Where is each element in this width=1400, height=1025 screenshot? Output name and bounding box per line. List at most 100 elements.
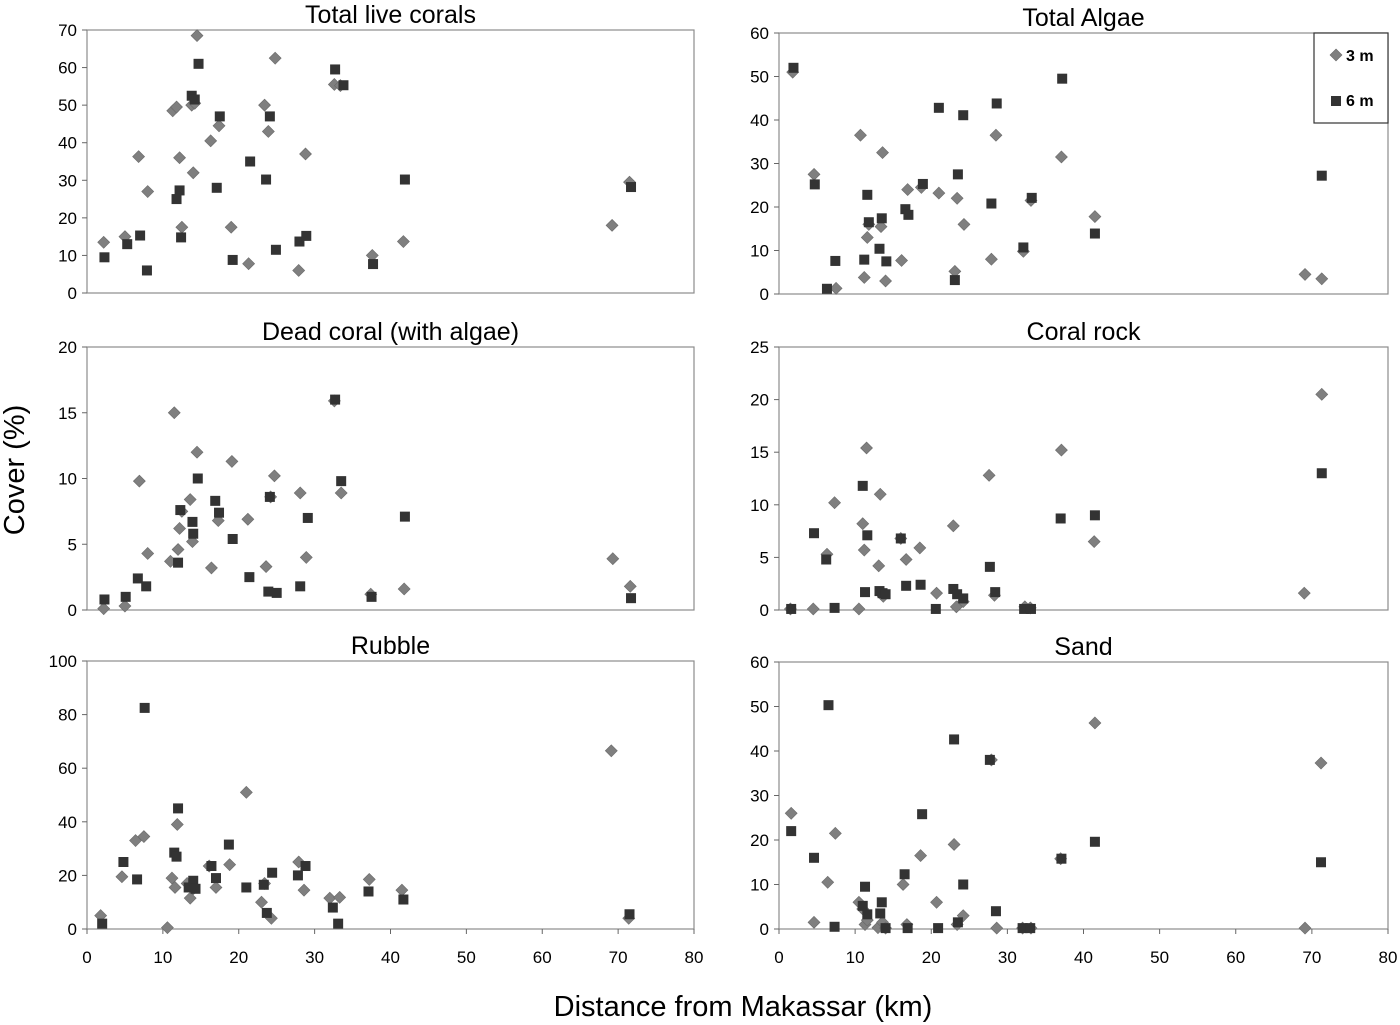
data-point-3m [168, 881, 182, 894]
plot-area-dead-coral [86, 346, 695, 611]
data-point-6m [263, 586, 274, 597]
y-tick-label: 10 [750, 876, 769, 895]
data-point-6m [823, 700, 834, 711]
data-point-6m [859, 254, 870, 265]
data-point-3m [334, 486, 348, 500]
data-point-3m [860, 441, 873, 455]
data-point-6m [267, 867, 278, 878]
data-point-6m [952, 589, 963, 600]
y-tick-label: 80 [58, 706, 77, 725]
data-point-6m [626, 593, 637, 604]
y-tick-label: 40 [58, 813, 77, 832]
data-point-6m [258, 879, 269, 890]
y-tick-label: 40 [750, 111, 769, 130]
y-tick-label: 40 [750, 742, 769, 761]
y-tick-label: 100 [49, 652, 77, 671]
y-tick-label: 15 [750, 443, 769, 462]
data-point-6m [399, 511, 410, 522]
data-point-6m [809, 852, 820, 863]
y-tick-label: 30 [750, 787, 769, 806]
data-point-3m [606, 552, 620, 566]
data-point-6m [141, 581, 152, 592]
panel-coral-rock: Coral rock 0 5 10 15 20 25 [750, 318, 1389, 620]
data-point-6m [327, 902, 338, 913]
data-point-6m [990, 906, 1001, 917]
data-point-6m [862, 530, 873, 541]
legend-box [1313, 32, 1389, 124]
data-point-6m [991, 98, 1002, 109]
data-point-6m [132, 874, 143, 885]
data-point-6m [903, 209, 914, 220]
x-tick-label: 20 [922, 948, 941, 967]
x-tick-label: 50 [457, 948, 476, 967]
data-point-3m [1054, 443, 1068, 457]
data-point-3m [299, 147, 312, 161]
data-point-6m [173, 557, 184, 568]
data-point-6m [174, 185, 185, 196]
data-point-3m [261, 125, 275, 138]
y-tick-label: 20 [58, 866, 77, 885]
data-point-3m [268, 51, 282, 65]
data-point-3m [1314, 756, 1328, 770]
y-tick-label: 40 [58, 134, 77, 153]
data-point-6m [1025, 923, 1036, 934]
data-point-3m [292, 264, 306, 277]
data-point-3m [1315, 387, 1329, 401]
data-point-3m [297, 883, 311, 897]
data-point-3m [857, 271, 871, 284]
data-point-3m [984, 252, 998, 266]
x-tick-label: 70 [609, 948, 628, 967]
data-point-6m [301, 230, 312, 241]
plot-area-sand [778, 661, 1389, 930]
data-point-6m [1018, 242, 1029, 253]
data-point-3m [267, 469, 281, 483]
series-3m-coral-rock [783, 387, 1329, 616]
y-tick-label: 50 [750, 698, 769, 717]
y-tick-label: 0 [68, 920, 77, 939]
data-point-3m [132, 150, 146, 164]
data-point-6m [118, 857, 129, 867]
data-point-3m [1297, 586, 1311, 600]
data-point-6m [876, 897, 887, 908]
data-point-3m [857, 543, 871, 557]
y-tick-label: 0 [760, 601, 769, 620]
data-point-6m [188, 875, 199, 886]
data-point-6m [930, 603, 941, 614]
x-tick-label: 0 [774, 948, 783, 967]
plot-area-total-live-corals [86, 29, 695, 294]
data-point-3m [161, 921, 174, 935]
data-point-6m [99, 594, 110, 605]
data-point-3m [854, 128, 867, 142]
data-point-3m [895, 254, 908, 267]
data-point-3m [957, 217, 971, 231]
data-point-3m [930, 586, 944, 600]
data-point-6m [901, 580, 912, 591]
legend-label-6m: 6 m [1346, 93, 1374, 110]
data-point-6m [1057, 73, 1068, 84]
data-point-6m [192, 473, 203, 484]
data-point-3m [806, 602, 820, 616]
panel-total-algae: Total Algae 0 10 20 30 40 50 60 3 m 6 m [750, 4, 1389, 304]
data-point-3m [1088, 210, 1102, 223]
data-point-6m [895, 533, 906, 544]
data-point-3m [241, 512, 255, 526]
data-point-3m [914, 849, 928, 862]
data-point-3m [115, 870, 129, 884]
data-point-3m [990, 921, 1004, 935]
data-point-6m [949, 734, 960, 745]
panel-total-live-corals: Total live corals 0 10 20 30 40 50 60 70 [58, 1, 695, 303]
data-point-3m [1054, 150, 1068, 164]
data-point-3m [173, 151, 186, 165]
data-point-6m [899, 869, 910, 880]
data-point-3m [205, 561, 218, 575]
data-point-6m [264, 111, 275, 122]
y-tick-label: 70 [58, 21, 77, 40]
data-point-6m [190, 883, 201, 894]
data-point-6m [206, 861, 217, 872]
data-point-6m [211, 182, 222, 193]
data-point-6m [214, 111, 225, 122]
data-point-3m [397, 582, 411, 596]
data-point-6m [857, 900, 868, 911]
data-point-6m [902, 923, 913, 934]
x-axis-title: Distance from Makassar (km) [554, 991, 933, 1023]
